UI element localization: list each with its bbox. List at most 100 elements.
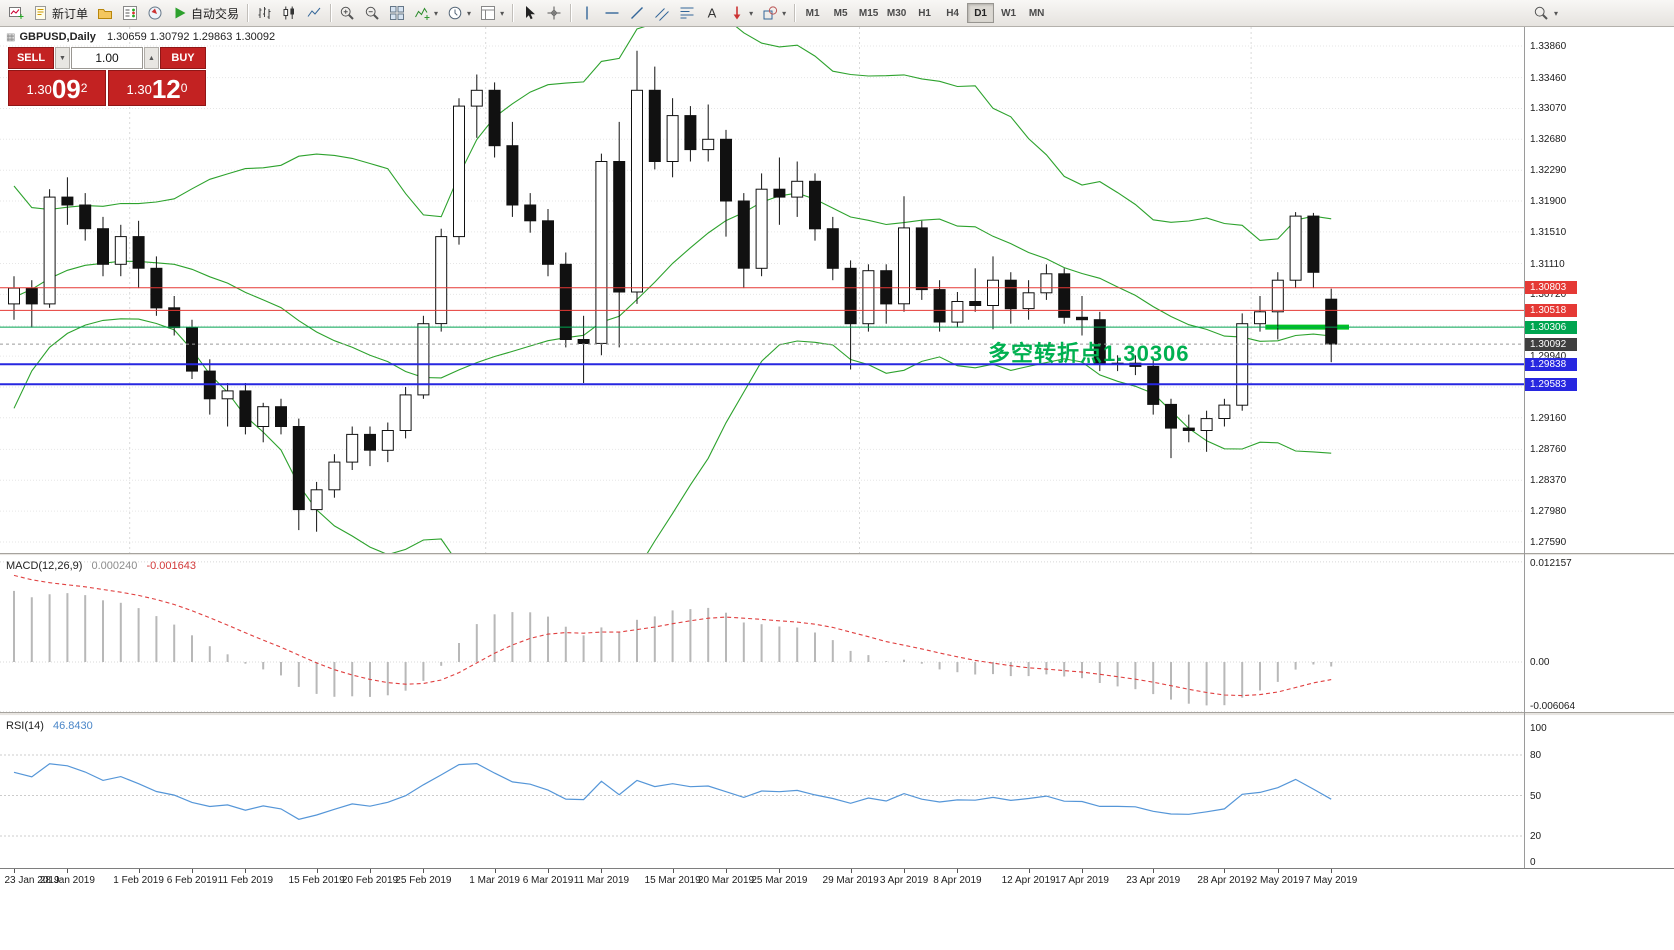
rsi-chart[interactable] <box>0 716 1524 868</box>
time-axis-label: 6 Feb 2019 <box>166 875 218 886</box>
crosshair-button[interactable] <box>542 2 566 24</box>
equidistant-channel-button[interactable] <box>650 2 674 24</box>
chevron-down-icon: ▾ <box>782 8 787 18</box>
new-order-button[interactable]: 新订单 <box>29 2 92 24</box>
autotrading-label: 自动交易 <box>191 6 240 21</box>
volume-up-button[interactable]: ▲ <box>144 47 159 69</box>
price-tag-level[interactable]: 1.29838 <box>1525 357 1577 371</box>
templates-button[interactable]: ▾ <box>476 2 508 24</box>
zoom-in-button[interactable] <box>335 2 359 24</box>
bar-chart-mode-icon <box>256 5 272 21</box>
rsi-panel: RSI(14) 46.8430 100 80 50 20 0 <box>0 716 1674 868</box>
timeframe-m30-button[interactable]: M30 <box>886 7 907 19</box>
price-scale-label: 1.29160 <box>1530 412 1567 424</box>
rsi-scale-label: 80 <box>1530 750 1542 761</box>
timeframe-h4-button[interactable]: H4 <box>946 7 959 19</box>
timeframe-m15-button[interactable]: M15 <box>858 7 879 19</box>
timeframe-mn-button[interactable]: MN <box>1028 7 1045 19</box>
trendline-button[interactable] <box>625 2 649 24</box>
sell-price-display[interactable]: 1.30 09 2 <box>8 70 106 106</box>
volume-input[interactable] <box>71 47 143 69</box>
equidistant-channel-icon <box>654 5 670 21</box>
time-axis-tick <box>67 869 69 873</box>
rsi-label: RSI(14) <box>6 720 44 732</box>
shape-objects-icon <box>762 5 778 21</box>
price-scale-label: 1.30720 <box>1530 289 1567 301</box>
chevron-down-icon[interactable]: ▾ <box>1553 8 1558 18</box>
new-chart-button[interactable] <box>4 2 28 24</box>
fibonacci-retracement-button[interactable] <box>675 2 699 24</box>
panel-splitter[interactable] <box>0 553 1674 556</box>
indicators-icon <box>414 5 430 21</box>
timeframe-m1-button[interactable]: M1 <box>805 7 820 19</box>
vertical-line-button[interactable] <box>575 2 599 24</box>
time-axis-tick <box>672 869 674 873</box>
autotrading-button[interactable]: 自动交易 <box>168 2 243 24</box>
time-axis-label: 25 Mar 2019 <box>751 875 808 886</box>
time-axis-tick <box>904 869 905 873</box>
market-watch-button[interactable] <box>118 2 142 24</box>
periods-button[interactable]: ▾ <box>443 2 475 24</box>
panel-splitter[interactable] <box>0 712 1674 716</box>
arrow-objects-button[interactable]: ▾ <box>725 2 757 24</box>
timeframe-w1-button[interactable]: W1 <box>1001 7 1017 19</box>
time-axis-label: 1 Mar 2019 <box>469 875 520 886</box>
bar-chart-mode-button[interactable] <box>252 2 276 24</box>
time-axis-label: 11 Mar 2019 <box>573 875 630 886</box>
time-axis-tick <box>14 869 15 873</box>
rsi-line <box>13 762 1332 820</box>
zoom-out-button[interactable] <box>360 2 384 24</box>
timeframe-d1-button[interactable]: D1 <box>967 3 995 23</box>
shape-objects-button[interactable]: ▾ <box>758 2 790 24</box>
price-tag-level[interactable]: 1.30518 <box>1525 303 1577 317</box>
price-scale-label: 1.32290 <box>1530 165 1567 177</box>
horizontal-line-button[interactable] <box>600 2 624 24</box>
macd-scale-label: 0.00 <box>1530 657 1550 668</box>
time-axis-tick <box>423 869 425 873</box>
sell-button[interactable]: SELL <box>8 47 54 69</box>
price-tag-level[interactable]: 1.30803 <box>1525 281 1577 295</box>
candlestick-mode-button[interactable] <box>277 2 301 24</box>
periods-icon <box>447 5 463 21</box>
time-axis-label: 29 Mar 2019 <box>822 875 879 886</box>
search-icon <box>1533 5 1549 21</box>
cursor-button[interactable] <box>517 2 541 24</box>
navigator-button[interactable] <box>143 2 167 24</box>
macd-scale-label: -0.006064 <box>1530 701 1576 712</box>
volume-down-button[interactable]: ▼ <box>55 47 70 69</box>
macd-histogram <box>13 590 1333 706</box>
buy-price-display[interactable]: 1.30 12 0 <box>108 70 206 106</box>
price-tag-bid: 1.30092 <box>1525 337 1577 351</box>
rsi-value: 46.8430 <box>52 720 93 732</box>
chevron-down-icon: ▾ <box>749 8 754 18</box>
timeframe-m5-button[interactable]: M5 <box>833 7 848 19</box>
time-axis-tick <box>494 869 496 873</box>
indicators-button[interactable]: ▾ <box>410 2 442 24</box>
price-tag-level[interactable]: 1.30306 <box>1525 320 1577 334</box>
time-axis-tick <box>316 869 318 873</box>
buy-button[interactable]: BUY <box>160 47 206 69</box>
tile-windows-button[interactable] <box>385 2 409 24</box>
line-chart-mode-icon <box>306 5 322 21</box>
macd-chart[interactable] <box>0 556 1524 712</box>
fibonacci-retracement-icon <box>679 5 695 21</box>
symbol-search-button[interactable] <box>1529 2 1553 24</box>
price-chart[interactable] <box>0 27 1524 553</box>
time-axis-tick <box>548 869 549 873</box>
chart-profiles-button[interactable] <box>93 2 117 24</box>
time-axis-label: 15 Feb 2019 <box>288 875 345 886</box>
line-chart-mode-button[interactable] <box>302 2 326 24</box>
time-axis[interactable]: 23 Jan 2019 28 Jan 2019 1 Feb 2019 6 Feb 20… <box>0 868 1674 894</box>
price-tag-level[interactable]: 1.29583 <box>1525 377 1577 391</box>
chart-icon: ▦ <box>6 32 16 43</box>
price-scale-label: 1.27980 <box>1530 506 1567 518</box>
candles <box>8 50 1338 532</box>
toolbar-separator <box>330 4 332 22</box>
text-label-button[interactable]: A <box>700 2 724 24</box>
candlestick-mode-icon <box>281 5 297 21</box>
price-scale-label: 1.27590 <box>1530 537 1567 548</box>
time-axis-tick <box>138 869 140 873</box>
annotation-text[interactable]: 多空转折点1.30306 <box>988 341 1190 366</box>
timeframe-h1-button[interactable]: H1 <box>918 7 931 19</box>
time-axis-label: 23 Jan 2019 <box>4 875 60 886</box>
